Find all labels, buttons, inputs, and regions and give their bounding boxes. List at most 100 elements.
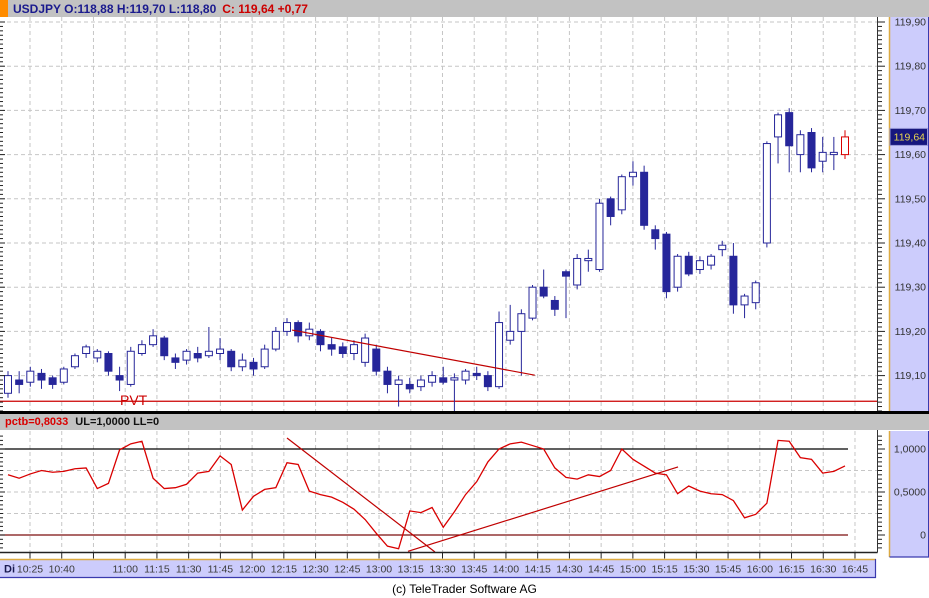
- candle: [283, 322, 291, 332]
- candle: [707, 255, 716, 266]
- indicator-header-bar[interactable]: pctb=0,8033 UL=1,0000 LL=0: [0, 411, 929, 430]
- time-axis-label: 16:45: [842, 564, 868, 576]
- candle: [15, 379, 24, 385]
- candle: [495, 322, 504, 388]
- candle: [338, 346, 347, 354]
- candle: [428, 375, 437, 383]
- pvt-label: PVT: [120, 392, 148, 408]
- candle: [562, 271, 570, 277]
- candle: [294, 322, 303, 337]
- candle: [227, 350, 236, 368]
- candle: [662, 233, 671, 293]
- time-axis-label: 14:00: [493, 564, 519, 576]
- candle: [137, 344, 146, 355]
- indicator-trendline: [286, 437, 436, 553]
- indicator-axis-band[interactable]: [889, 431, 929, 557]
- candle: [115, 375, 124, 381]
- candle: [48, 377, 57, 385]
- candle: [238, 359, 247, 368]
- current-candle: [841, 136, 849, 156]
- candle: [461, 370, 470, 381]
- candle: [104, 353, 113, 372]
- candle: [528, 286, 537, 319]
- symbol-ohl-quote: USDJPY O:118,88 H:119,70 L:118,80: [13, 1, 217, 16]
- candle: [539, 286, 548, 297]
- price-axis-label: 119,80: [895, 61, 926, 73]
- indicator-trendline: [407, 466, 679, 552]
- candle: [751, 282, 760, 304]
- time-axis-label: 15:15: [651, 564, 677, 576]
- candle: [785, 112, 794, 147]
- candle: [204, 350, 213, 357]
- candle: [149, 335, 158, 346]
- candle: [740, 295, 749, 306]
- candle: [82, 346, 91, 354]
- candle: [718, 244, 727, 251]
- time-axis-label: 11:30: [176, 564, 202, 576]
- price-marker-box: [889, 127, 928, 146]
- price-axis-label: 119,90: [895, 17, 926, 29]
- time-axis-label: 13:00: [366, 564, 392, 576]
- candle: [584, 257, 593, 262]
- price-axis-label: 119,40: [895, 238, 926, 250]
- price-axis-label: 119,10: [895, 370, 926, 382]
- time-axis-label: 11:15: [144, 564, 170, 576]
- candle: [606, 198, 615, 217]
- time-axis-label: 11:00: [112, 564, 138, 576]
- time-axis-label: 10:40: [49, 564, 75, 576]
- candle: [439, 377, 448, 383]
- indicator-axis-label: 0,5000: [894, 487, 926, 499]
- price-axis-label: 119,20: [895, 326, 926, 338]
- time-axis-label: 12:45: [334, 564, 360, 576]
- candle: [829, 151, 838, 156]
- time-axis-band[interactable]: [0, 559, 876, 578]
- time-axis-label: 16:15: [778, 564, 804, 576]
- candle: [818, 151, 827, 162]
- candle: [517, 313, 526, 332]
- time-axis-label: 12:30: [302, 564, 328, 576]
- candle: [774, 114, 783, 138]
- time-axis-label: 14:15: [525, 564, 551, 576]
- time-axis-label: 14:45: [588, 564, 614, 576]
- indicator-bounds-label: UL=1,0000 LL=0: [75, 416, 160, 428]
- candle: [472, 372, 481, 377]
- main-chart-area[interactable]: [0, 17, 878, 412]
- copyright-label: (c) TeleTrader Software AG: [392, 582, 537, 596]
- candle: [271, 330, 280, 350]
- candle: [450, 377, 459, 381]
- price-axis-label: 119,60: [895, 149, 926, 161]
- day-label: Di: [4, 564, 15, 576]
- time-axis-label: 12:15: [271, 564, 297, 576]
- candle: [684, 255, 693, 275]
- time-axis-label: 10:25: [17, 564, 43, 576]
- candle: [405, 383, 414, 390]
- candle: [70, 355, 79, 368]
- time-axis-label: 15:45: [715, 564, 741, 576]
- candle: [506, 330, 515, 341]
- candle: [372, 348, 381, 372]
- candle: [216, 348, 225, 354]
- candle: [695, 260, 704, 271]
- candle: [550, 299, 559, 310]
- candle: [316, 330, 325, 346]
- main-trendline: [291, 329, 535, 376]
- candle: [260, 348, 269, 368]
- candle: [327, 344, 336, 350]
- candle: [807, 132, 816, 169]
- candle: [59, 368, 68, 383]
- candle: [361, 337, 370, 363]
- candle: [4, 375, 12, 394]
- price-axis-label: 119,30: [895, 282, 926, 294]
- candle: [182, 350, 191, 361]
- candle: [762, 143, 771, 244]
- candle: [394, 379, 403, 385]
- candle: [628, 171, 637, 178]
- time-axis-label: 13:45: [461, 564, 487, 576]
- quote-header-bar: USDJPY O:118,88 H:119,70 L:118,80 C: 119…: [0, 0, 929, 17]
- candle: [349, 344, 358, 355]
- time-axis-label: 16:30: [810, 564, 836, 576]
- price-marker-label: 119,64: [894, 131, 925, 143]
- price-axis-label: 119,70: [895, 105, 926, 117]
- price-axis-band[interactable]: [889, 17, 929, 412]
